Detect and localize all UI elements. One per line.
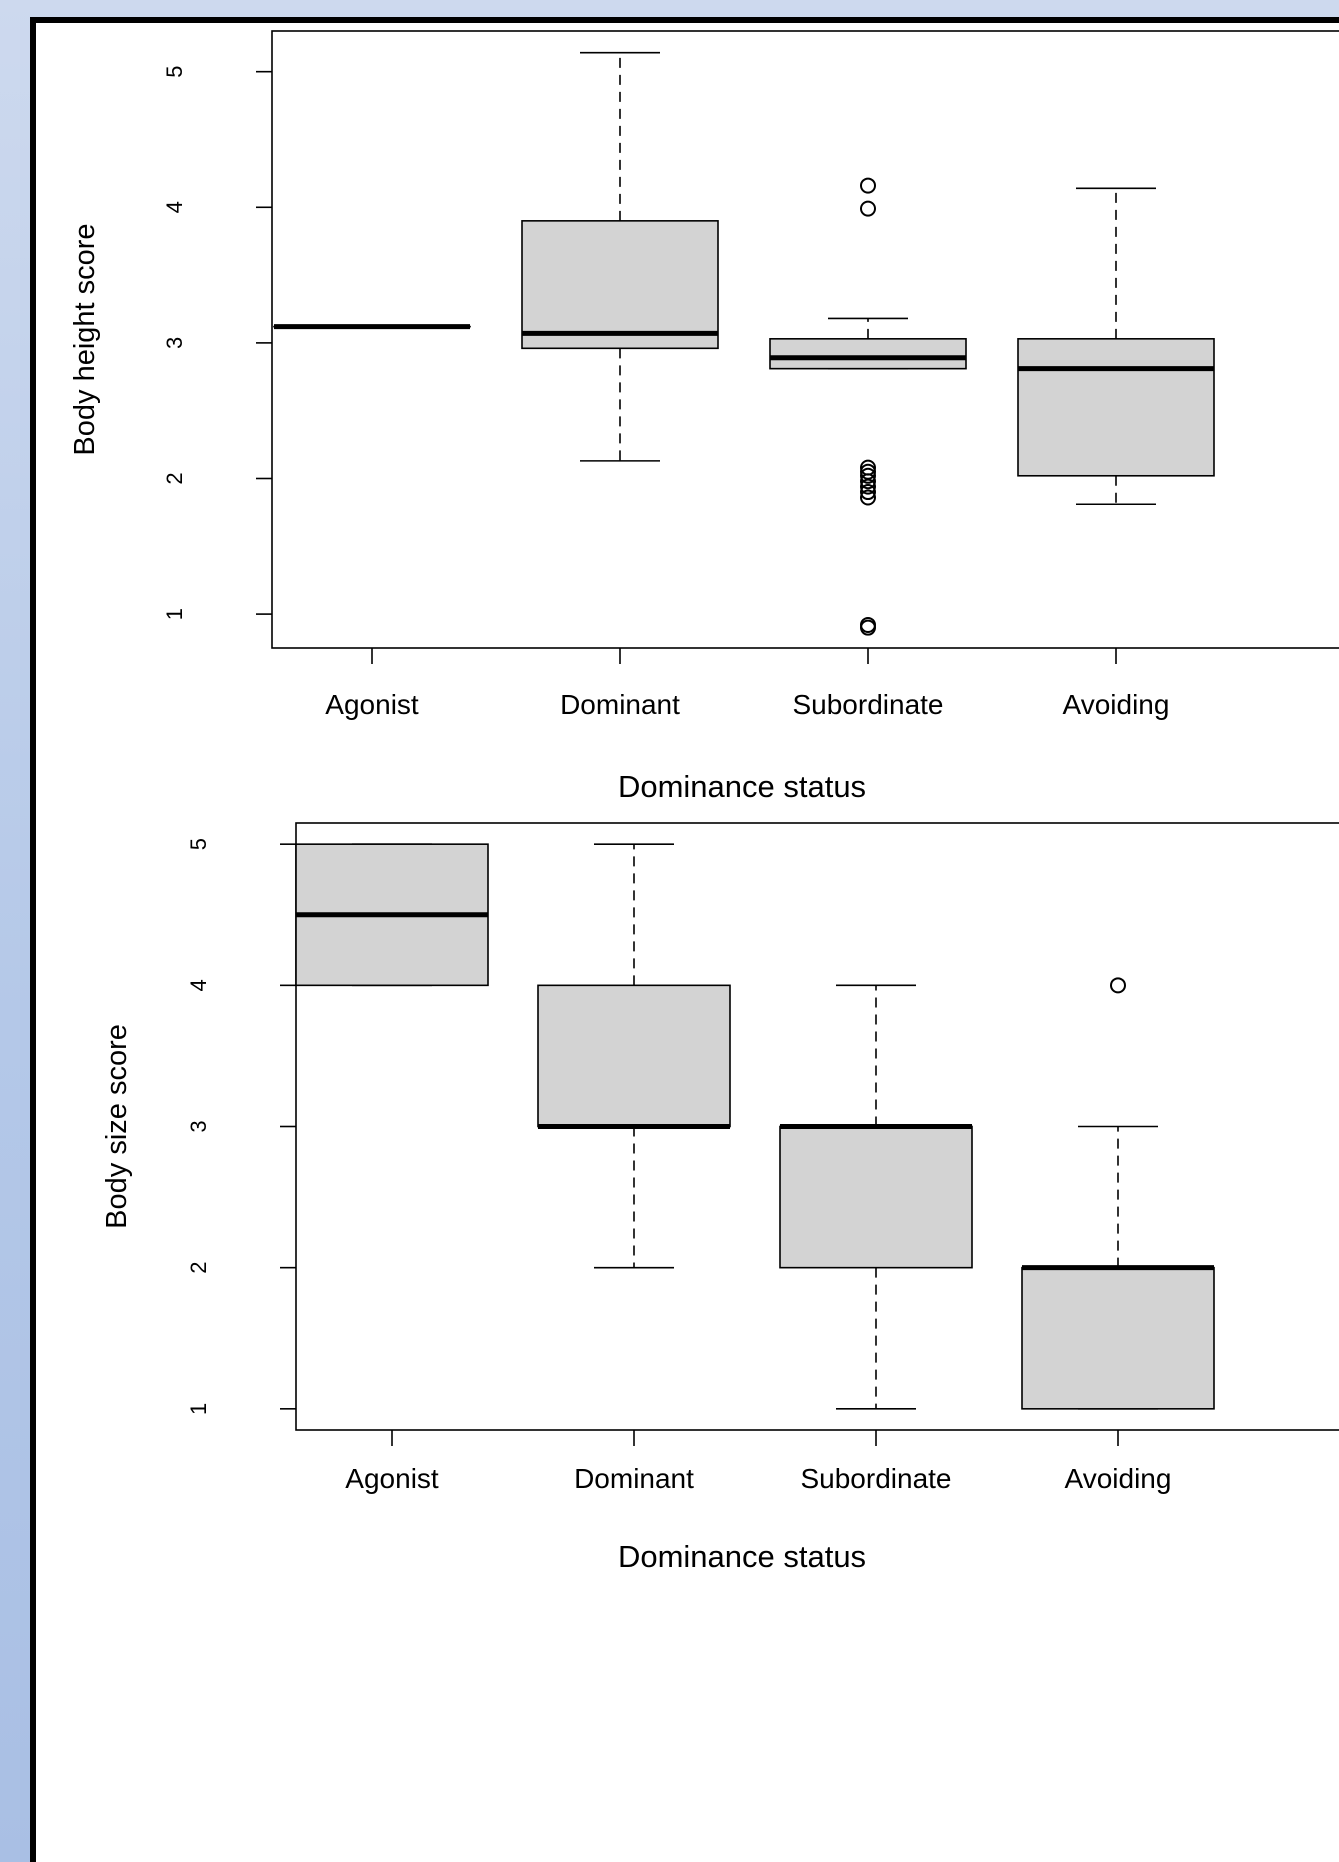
- outlier-point: [1111, 978, 1125, 992]
- x-tick-label: Avoiding: [1063, 689, 1170, 720]
- outlier-point: [861, 179, 875, 193]
- box-dominant: Dominant: [522, 53, 718, 720]
- y-tick-label: 1: [186, 1403, 211, 1415]
- figure-frame: 1 2 3 4 5 Body height score Dominance status Ag…: [30, 17, 1339, 1862]
- chart-panel-2: 1 2 3 4 5 Body size score Dominance status Agon…: [101, 823, 1339, 1574]
- x-tick-label: Dominant: [560, 689, 680, 720]
- x-tick-label: Avoiding: [1065, 1463, 1172, 1494]
- iqr-box: [780, 1127, 972, 1268]
- box-subordinate: Subordinate: [770, 179, 966, 720]
- iqr-box: [522, 221, 718, 348]
- chart-panel-1: 1 2 3 4 5 Body height score Dominance status Ag…: [69, 31, 1339, 804]
- box-dominant: Dominant: [538, 844, 730, 1494]
- iqr-box: [538, 985, 730, 1126]
- x-tick-label: Subordinate: [800, 1463, 951, 1494]
- y-tick-label: 5: [186, 838, 211, 850]
- figure-canvas: 1 2 3 4 5 Body height score Dominance status Ag…: [36, 23, 1339, 1862]
- y-tick-label: 1: [162, 608, 187, 620]
- y-tick-label: 3: [162, 337, 187, 349]
- x-tick-label: Agonist: [345, 1463, 439, 1494]
- x-tick-label: Subordinate: [792, 689, 943, 720]
- y-tick-label: 4: [162, 201, 187, 213]
- box-avoiding: Avoiding: [1018, 188, 1214, 720]
- y-axis-label: Body size score: [101, 1024, 133, 1229]
- x-tick-label: Agonist: [325, 689, 419, 720]
- x-axis-label: Dominance status: [618, 769, 866, 804]
- box-subordinate: Subordinate: [780, 985, 972, 1494]
- y-tick-label: 3: [186, 1120, 211, 1132]
- box-agonist: Agonist: [274, 327, 470, 720]
- y-tick-label: 4: [186, 979, 211, 991]
- y-axis-label: Body height score: [69, 223, 101, 455]
- outlier-point: [861, 202, 875, 216]
- iqr-box: [1022, 1268, 1214, 1409]
- box-agonist: Agonist: [296, 844, 488, 1494]
- y-tick-label: 2: [162, 472, 187, 484]
- x-tick-label: Dominant: [574, 1463, 694, 1494]
- y-tick-label: 5: [162, 66, 187, 78]
- x-axis-label: Dominance status: [618, 1539, 866, 1574]
- y-tick-label: 2: [186, 1262, 211, 1274]
- iqr-box: [1018, 339, 1214, 476]
- iqr-box: [770, 339, 966, 369]
- box-avoiding: Avoiding: [1022, 978, 1214, 1494]
